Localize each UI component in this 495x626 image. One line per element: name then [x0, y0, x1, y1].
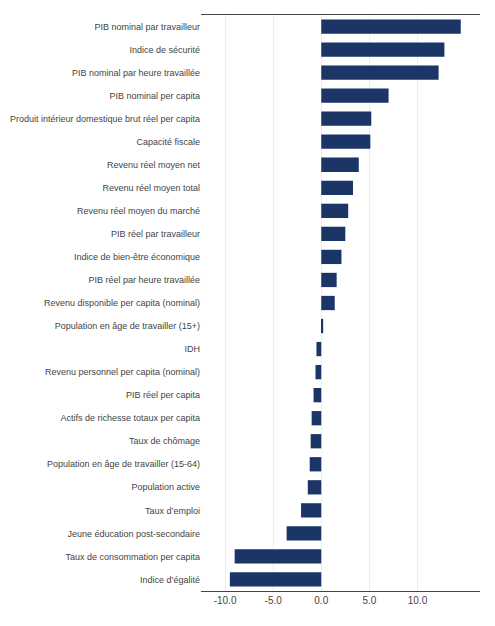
- svg-text:Revenu disponible per capita (: Revenu disponible per capita (nominal): [44, 298, 200, 308]
- svg-text:Population en âge de travaille: Population en âge de travailler (15-64): [47, 459, 200, 469]
- svg-text:Taux de consommation per capit: Taux de consommation per capita: [65, 552, 200, 562]
- svg-text:Taux d’emploi: Taux d’emploi: [145, 506, 200, 516]
- svg-text:Revenu réel moyen net: Revenu réel moyen net: [107, 160, 201, 170]
- svg-text:PIB réel par travailleur: PIB réel par travailleur: [111, 229, 200, 239]
- svg-text:PIB nominal per capita: PIB nominal per capita: [109, 91, 200, 101]
- svg-text:PIB nominal par travailleur: PIB nominal par travailleur: [94, 22, 200, 32]
- svg-text:Actifs de richesse totaux per: Actifs de richesse totaux per capita: [60, 413, 200, 423]
- svg-text:Revenu personnel per capita (n: Revenu personnel per capita (nominal): [45, 367, 200, 377]
- svg-text:Taux de chômage: Taux de chômage: [129, 436, 200, 446]
- svg-text:5.0: 5.0: [362, 595, 376, 606]
- svg-text:Indice de bien-être économique: Indice de bien-être économique: [74, 252, 200, 262]
- svg-text:Revenu réel moyen total: Revenu réel moyen total: [102, 183, 200, 193]
- svg-text:PIB réel par heure travaillée: PIB réel par heure travaillée: [88, 275, 200, 285]
- svg-text:Indice d’égalité: Indice d’égalité: [140, 575, 200, 585]
- svg-text:-5.0: -5.0: [265, 595, 283, 606]
- svg-text:Capacité fiscale: Capacité fiscale: [136, 137, 200, 147]
- svg-text:PIB réel per capita: PIB réel per capita: [126, 390, 200, 400]
- svg-text:Population active: Population active: [131, 482, 200, 492]
- svg-text:-10.0: -10.0: [214, 595, 237, 606]
- svg-text:Population en âge de travaille: Population en âge de travailler (15+): [55, 321, 200, 331]
- svg-text:Revenu réel moyen du marché: Revenu réel moyen du marché: [77, 206, 200, 216]
- svg-text:Produit intérieur domestique b: Produit intérieur domestique brut réel p…: [10, 114, 200, 124]
- svg-text:Jeune éducation post-secondair: Jeune éducation post-secondaire: [67, 529, 200, 539]
- svg-text:0.0: 0.0: [314, 595, 328, 606]
- svg-text:Indice de sécurité: Indice de sécurité: [129, 45, 200, 55]
- svg-text:IDH: IDH: [185, 344, 201, 354]
- svg-text:10.0: 10.0: [408, 595, 428, 606]
- svg-text:PIB nominal par heure travaill: PIB nominal par heure travaillée: [72, 68, 200, 78]
